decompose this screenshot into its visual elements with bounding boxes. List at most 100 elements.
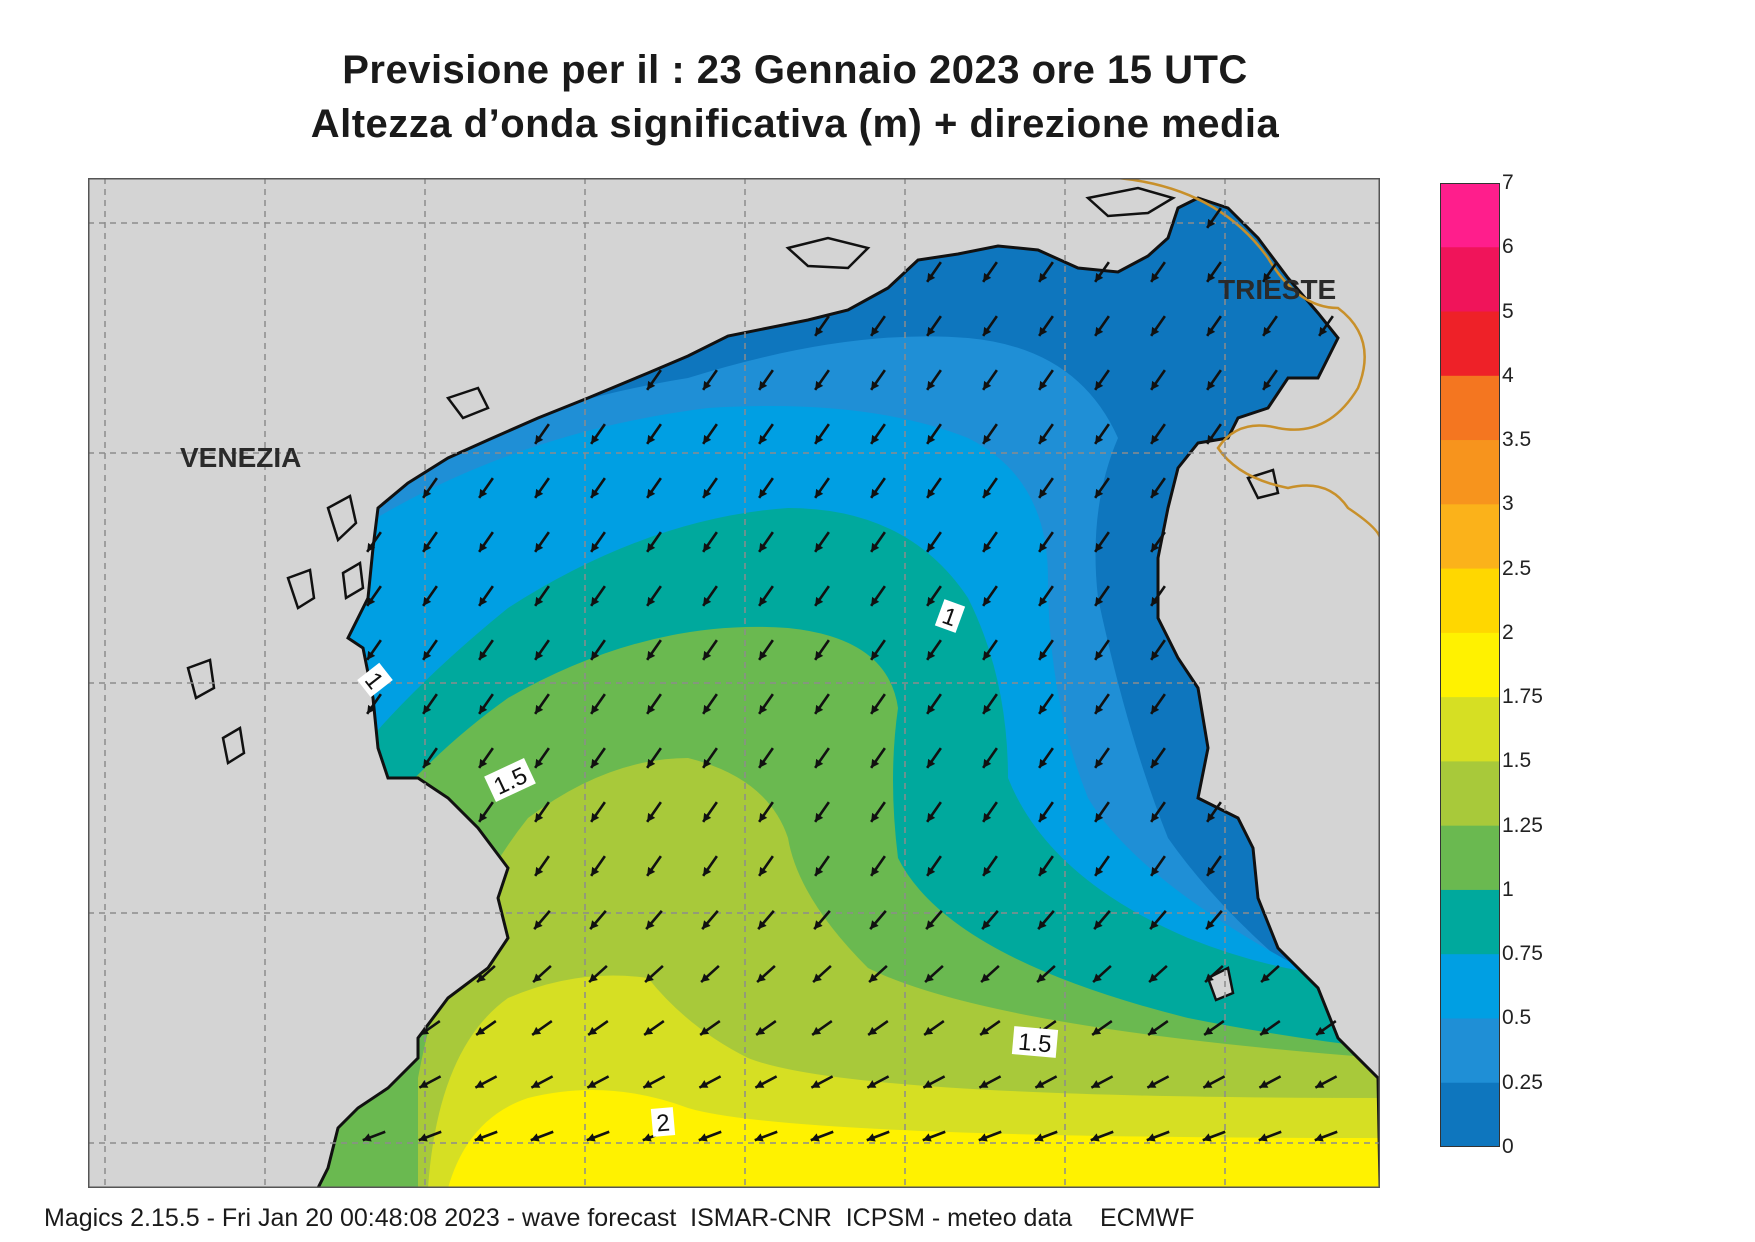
wave-arrow-head (535, 596, 544, 606)
wave-arrow-head (810, 1133, 820, 1142)
wave-arrow-head (927, 596, 936, 606)
wave-arrow-head (475, 1080, 485, 1088)
wave-arrow-head (1039, 758, 1048, 768)
wave-arrow-head (1039, 596, 1048, 606)
wave-arrow-head (423, 488, 432, 498)
legend-label: 4 (1502, 363, 1514, 387)
wave-map-svg: 1 1 1.5 1.5 2 (88, 178, 1380, 1188)
wave-arrow-head (591, 542, 600, 552)
wave-arrow-head (866, 1133, 876, 1142)
wave-arrow-head (871, 758, 880, 768)
wave-arrow-head (423, 596, 432, 606)
wave-arrow-head (1316, 1026, 1326, 1035)
wave-arrow-head (927, 650, 936, 660)
wave-arrow-head (1319, 326, 1328, 336)
wave-arrow-head (925, 973, 934, 983)
wave-arrow-head (1151, 866, 1160, 876)
wave-arrow-head (530, 1133, 540, 1142)
wave-arrow-head (927, 542, 936, 552)
wave-arrow-head (1039, 542, 1048, 552)
wave-arrow-head (1095, 272, 1104, 282)
legend-band (1440, 1018, 1500, 1084)
legend-label: 0.75 (1502, 942, 1543, 966)
contour-label-bg (934, 599, 966, 633)
wave-arrow-head (591, 866, 600, 876)
wave-arrow-head (703, 650, 712, 660)
wave-arrow-head (1150, 920, 1159, 930)
legend-band (1440, 183, 1500, 248)
wave-arrow-head (983, 812, 992, 822)
wave-arrow-head (588, 1026, 598, 1035)
wave-arrow-head (535, 434, 544, 444)
wave-arrow-head (1038, 920, 1047, 930)
wave-arrow-head (1093, 973, 1102, 983)
wave-arrow-head (813, 973, 822, 983)
legend-band (1440, 825, 1500, 891)
wave-arrow-head (1207, 218, 1216, 228)
wave-arrow-head (759, 812, 768, 822)
wave-arrow-head (927, 812, 936, 822)
wave-arrow-head (815, 866, 824, 876)
wave-arrow-head (1091, 1080, 1101, 1088)
wave-arrow-head (870, 920, 879, 930)
wave-arrow-head (922, 1133, 932, 1142)
map-title: Previsione per il : 23 Gennaio 2023 ore … (342, 48, 1248, 92)
wave-arrow-head (1147, 1080, 1157, 1088)
legend-band (1440, 889, 1500, 955)
wave-arrow-head (756, 1026, 766, 1035)
wave-arrow-head (983, 434, 992, 444)
wave-arrow-head (591, 650, 600, 660)
wave-arrow-head (1095, 380, 1104, 390)
wave-arrow-head (591, 488, 600, 498)
wave-arrow-head (871, 596, 880, 606)
wave-arrow-head (1095, 866, 1104, 876)
wave-arrow-head (534, 920, 543, 930)
wave-arrow-head (531, 1080, 541, 1088)
wave-arrow-head (647, 434, 656, 444)
wave-arrow-head (1151, 704, 1160, 714)
wave-arrow-head (1207, 380, 1216, 390)
wave-arrow-head (1149, 973, 1158, 983)
wave-arrow-head (367, 596, 376, 606)
color-legend (1440, 183, 1500, 1147)
wave-arrow-head (647, 812, 656, 822)
wave-arrow-head (759, 758, 768, 768)
wave-arrow-head (702, 920, 711, 930)
wave-arrow-head (698, 1133, 708, 1142)
legend-band (1440, 632, 1500, 698)
wave-arrow-head (983, 488, 992, 498)
wave-arrow-head (644, 1026, 654, 1035)
wave-arrow-head (982, 920, 991, 930)
legend-band (1440, 504, 1500, 570)
wave-arrow-head (1095, 434, 1104, 444)
wave-arrow-head (703, 812, 712, 822)
wave-arrow-head (532, 1026, 542, 1035)
wave-arrow-head (1151, 812, 1160, 822)
wave-arrow-head (479, 596, 488, 606)
wave-arrow-head (1034, 1133, 1044, 1142)
wave-arrow-head (1092, 1026, 1102, 1035)
wave-map: 1 1 1.5 1.5 2 (88, 178, 1380, 1188)
wave-arrow-head (759, 866, 768, 876)
wave-arrow-head (479, 650, 488, 660)
wave-arrow-head (758, 920, 767, 930)
wave-arrow-head (926, 920, 935, 930)
legend-label: 0.5 (1502, 1006, 1532, 1030)
footer-credits: Magics 2.15.5 - Fri Jan 20 00:48:08 2023… (44, 1204, 1195, 1232)
wave-arrow-head (535, 812, 544, 822)
wave-arrow-head (703, 758, 712, 768)
wave-direction-arrows (362, 207, 1338, 1142)
wave-arrow-head (1095, 812, 1104, 822)
wave-arrow-head (1039, 488, 1048, 498)
wave-arrow-head (703, 542, 712, 552)
wave-arrow-head (535, 758, 544, 768)
wave-arrow-head (1039, 650, 1048, 660)
wave-arrow-head (980, 1026, 990, 1035)
wave-arrow-head (647, 488, 656, 498)
wave-arrow-head (815, 380, 824, 390)
wave-arrow-head (759, 650, 768, 660)
map-frame (88, 178, 1380, 1188)
wave-arrow-head (983, 758, 992, 768)
wave-arrow-head (479, 812, 488, 822)
wave-arrow-head (1151, 380, 1160, 390)
